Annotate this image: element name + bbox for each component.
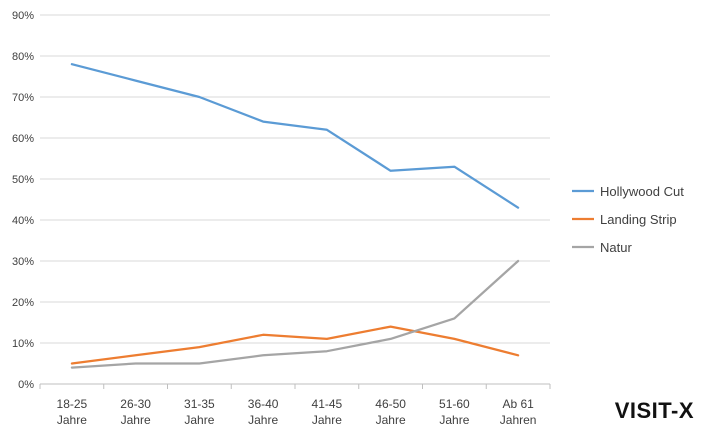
y-tick-label: 90% <box>12 10 34 22</box>
watermark-logo: VISIT-X <box>614 398 694 423</box>
x-tick-label: 51-60 Jahre <box>439 397 470 427</box>
y-tick-label: 30% <box>12 256 34 268</box>
y-tick-label: 50% <box>12 174 34 186</box>
y-tick-label: 0% <box>18 379 34 391</box>
x-tick-label: 36-40 Jahre <box>248 397 279 427</box>
gridlines <box>40 14 550 344</box>
legend: Hollywood Cut Landing Strip Natur <box>572 184 684 255</box>
y-tick-label: 20% <box>12 297 34 309</box>
legend-label-natur: Natur <box>600 240 632 255</box>
series-line-landing-strip <box>70 325 520 365</box>
x-tick-label: 18-25 Jahre <box>57 397 88 427</box>
y-tick-label: 10% <box>12 338 34 350</box>
x-tick-label: 31-35 Jahre <box>184 397 215 427</box>
x-tick-label: 46-50 Jahre <box>375 397 406 427</box>
y-tick-label: 70% <box>12 92 34 104</box>
legend-label-hollywood-cut: Hollywood Cut <box>600 184 684 199</box>
y-tick-label: 40% <box>12 215 34 227</box>
y-tick-label: 60% <box>12 133 34 145</box>
x-tick-label: 26-30 Jahre <box>120 397 151 427</box>
x-tick-label: 41-45 Jahre <box>312 397 343 427</box>
series-lines <box>70 63 520 369</box>
legend-label-landing-strip: Landing Strip <box>600 212 677 227</box>
y-axis-ticks: 0% 10% 20% 30% 40% 50% 60% 70% 80% 90% <box>12 10 34 391</box>
x-axis: 18-25 Jahre 26-30 Jahre 31-35 Jahre 36-40 Jahre… <box>39 383 551 427</box>
series-line-natur <box>70 259 520 369</box>
series-line-hollywood-cut <box>70 63 520 209</box>
x-tick-label: Ab 61 Jahren <box>500 397 537 427</box>
y-tick-label: 80% <box>12 51 34 63</box>
